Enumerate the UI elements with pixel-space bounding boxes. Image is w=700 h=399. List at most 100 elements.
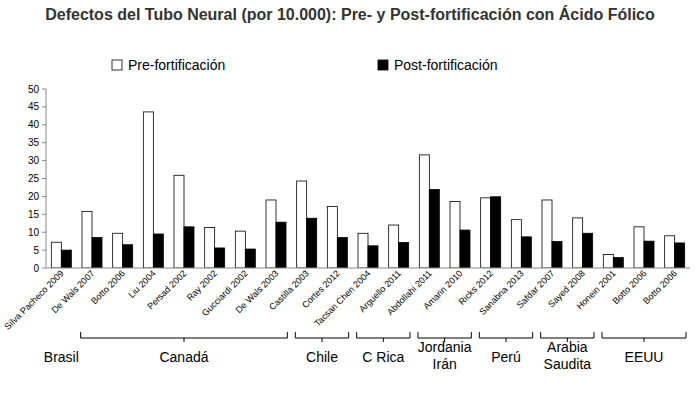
bar <box>675 243 685 268</box>
y-tick <box>42 142 46 143</box>
bar <box>573 218 583 268</box>
legend-label: Post-fortificación <box>394 57 497 73</box>
y-tick-label: 50 <box>28 84 40 95</box>
bar <box>583 233 593 268</box>
bar <box>613 258 623 268</box>
bar <box>491 197 501 268</box>
group-bracket <box>81 332 288 342</box>
x-tick-label: Amarin 2010 <box>421 268 464 311</box>
x-tick-label: Liu 2004 <box>126 268 157 299</box>
x-axis <box>46 268 690 269</box>
bar <box>235 231 245 268</box>
bar <box>92 238 102 268</box>
bar <box>174 175 184 268</box>
bar <box>419 155 429 268</box>
title-line: Defectos del Tubo Neural (por 10.000): P… <box>45 5 655 23</box>
group-label-line: Arabia <box>547 339 588 355</box>
x-tick-label: Botto 2006 <box>641 268 679 306</box>
bar <box>82 211 92 268</box>
bar <box>215 248 225 268</box>
y-tick <box>42 268 46 269</box>
x-tick-label: Silva Pacheco 2009 <box>2 268 65 331</box>
group-bracket <box>479 332 532 342</box>
y-tick <box>42 106 46 107</box>
bar <box>143 112 153 268</box>
group-label: ArabiaSaudita <box>544 339 592 372</box>
chart: Defectos del Tubo Neural (por 10.000): P… <box>0 0 700 399</box>
title: Defectos del Tubo Neural (por 10.000): P… <box>45 5 655 23</box>
bar <box>123 245 133 268</box>
y-tick-label: 20 <box>28 191 40 202</box>
y-tick-label: 15 <box>28 209 40 220</box>
y-tick-label: 30 <box>28 155 40 166</box>
bar <box>399 243 409 268</box>
bar <box>603 254 613 268</box>
group-label: Brasil <box>44 349 79 365</box>
group-label-line: Saudita <box>544 356 592 372</box>
y-tick-label: 45 <box>28 101 40 112</box>
group-label: Canadá <box>159 349 208 365</box>
bars <box>51 112 684 268</box>
bar <box>552 242 562 268</box>
bar <box>368 246 378 268</box>
bar <box>644 241 654 268</box>
bar <box>429 190 439 268</box>
bar <box>481 198 491 268</box>
y-tick <box>42 232 46 233</box>
bar <box>266 200 276 268</box>
bar <box>245 249 255 268</box>
x-tick-label: De Wals 2007 <box>50 268 97 315</box>
y-tick <box>42 124 46 125</box>
bar <box>337 238 347 268</box>
group-label-line: Jordania <box>418 339 472 355</box>
bar <box>358 233 368 268</box>
group-label-line: Irán <box>433 356 457 372</box>
y-tick <box>42 89 46 90</box>
bar <box>542 200 552 268</box>
bar <box>297 181 307 268</box>
bar <box>51 242 61 268</box>
bar <box>276 222 286 268</box>
group-label: Perú <box>491 349 521 365</box>
bar <box>184 227 194 268</box>
x-tick-label: Sanabria 2013 <box>477 268 525 316</box>
group-bracket <box>602 332 686 342</box>
y-tick-label: 0 <box>33 263 39 274</box>
group-bracket <box>295 332 348 342</box>
bar <box>460 230 470 268</box>
legend-swatch <box>112 60 122 70</box>
y-tick-label: 5 <box>33 245 39 256</box>
group-label: C Rica <box>362 349 404 365</box>
bar <box>450 201 460 268</box>
x-tick-label: Tacsan Chen 2004 <box>312 268 372 328</box>
bar <box>389 225 399 268</box>
group-label: EEUU <box>625 349 664 365</box>
x-tick-label: Persad 2002 <box>145 268 188 311</box>
bar <box>307 218 317 268</box>
bar <box>634 227 644 268</box>
x-tick-label: Botto 2006 <box>89 268 127 306</box>
y-tick-label: 10 <box>28 227 40 238</box>
y-tick <box>42 214 46 215</box>
legend-label: Pre-fortificación <box>128 57 225 73</box>
y-tick <box>42 178 46 179</box>
y-tick-label: 40 <box>28 119 40 130</box>
bar <box>327 206 337 268</box>
y-tick <box>42 160 46 161</box>
bar <box>205 228 215 268</box>
bar <box>153 234 163 268</box>
bar <box>521 237 531 268</box>
group-label: JordaniaIrán <box>418 339 472 372</box>
group-bracket <box>357 332 410 342</box>
bar <box>61 250 71 268</box>
bar <box>511 220 521 268</box>
y-tick-label: 25 <box>28 173 40 184</box>
x-tick-label: Honein 2001 <box>575 268 618 311</box>
y-tick-label: 35 <box>28 137 40 148</box>
y-tick <box>42 250 46 251</box>
y-tick <box>42 196 46 197</box>
bar <box>665 236 675 268</box>
bar <box>113 233 123 268</box>
group-label: Chile <box>306 349 338 365</box>
legend-swatch <box>378 60 388 70</box>
